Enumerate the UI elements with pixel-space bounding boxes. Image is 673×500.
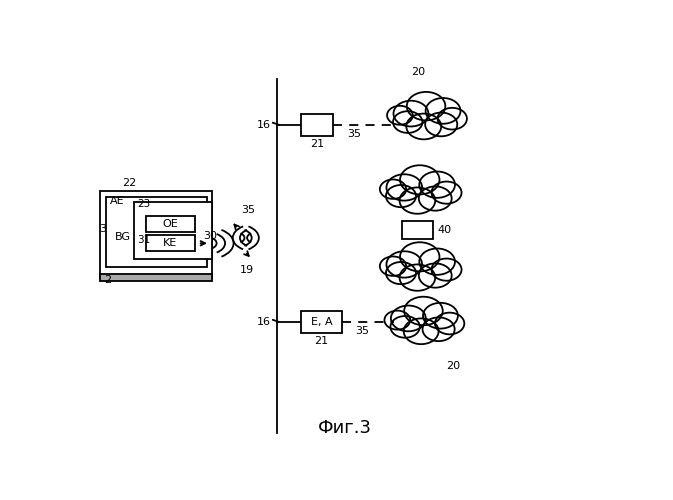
Bar (145, 216, 195, 232)
Circle shape (384, 310, 410, 330)
Bar (100, 274, 212, 280)
Bar (301, 310, 343, 333)
Text: 35: 35 (347, 130, 361, 140)
Circle shape (435, 312, 464, 334)
Text: 22: 22 (122, 178, 136, 188)
Text: BG: BG (114, 232, 131, 242)
Circle shape (380, 256, 406, 276)
Circle shape (419, 248, 455, 275)
Circle shape (387, 106, 413, 125)
Bar (301, 114, 333, 136)
Circle shape (406, 92, 446, 120)
Text: OE: OE (163, 219, 178, 229)
Circle shape (404, 318, 439, 344)
Text: Фиг.3: Фиг.3 (318, 418, 372, 436)
Text: 3: 3 (100, 224, 106, 234)
Circle shape (419, 172, 455, 198)
Bar (100, 191, 212, 278)
Bar (106, 196, 207, 266)
Text: KE: KE (164, 238, 178, 248)
Text: AE: AE (110, 196, 125, 205)
Text: 40: 40 (437, 225, 452, 235)
Circle shape (425, 98, 460, 124)
Text: 21: 21 (310, 138, 324, 148)
Circle shape (400, 242, 439, 272)
Circle shape (386, 174, 422, 201)
Circle shape (431, 182, 462, 204)
Text: 30: 30 (203, 230, 217, 240)
Circle shape (394, 100, 428, 126)
Circle shape (406, 114, 441, 140)
Bar (145, 235, 195, 252)
Bar (134, 202, 212, 258)
Text: 35: 35 (355, 326, 369, 336)
Text: 31: 31 (137, 235, 151, 245)
Text: 20: 20 (411, 66, 425, 76)
Circle shape (386, 252, 422, 278)
Text: 16: 16 (257, 120, 271, 130)
Bar (402, 221, 433, 240)
Circle shape (390, 316, 420, 338)
Text: 35: 35 (242, 205, 256, 215)
Circle shape (386, 262, 416, 284)
Circle shape (400, 188, 435, 214)
Text: 20: 20 (447, 362, 461, 372)
Circle shape (423, 303, 458, 328)
Circle shape (404, 296, 443, 325)
Text: 21: 21 (314, 336, 328, 345)
Text: 19: 19 (240, 265, 254, 275)
Circle shape (391, 306, 426, 332)
Circle shape (423, 318, 455, 341)
Text: 2: 2 (104, 275, 111, 285)
Circle shape (400, 264, 435, 291)
Circle shape (380, 180, 406, 199)
Text: E, A: E, A (311, 317, 332, 327)
Circle shape (419, 186, 452, 210)
Circle shape (393, 111, 423, 133)
Text: 23: 23 (137, 200, 151, 209)
Circle shape (431, 258, 462, 280)
Text: 16: 16 (257, 317, 271, 327)
Circle shape (386, 185, 416, 207)
Circle shape (419, 264, 452, 287)
Circle shape (400, 166, 439, 194)
Circle shape (437, 108, 467, 130)
Circle shape (425, 112, 457, 136)
